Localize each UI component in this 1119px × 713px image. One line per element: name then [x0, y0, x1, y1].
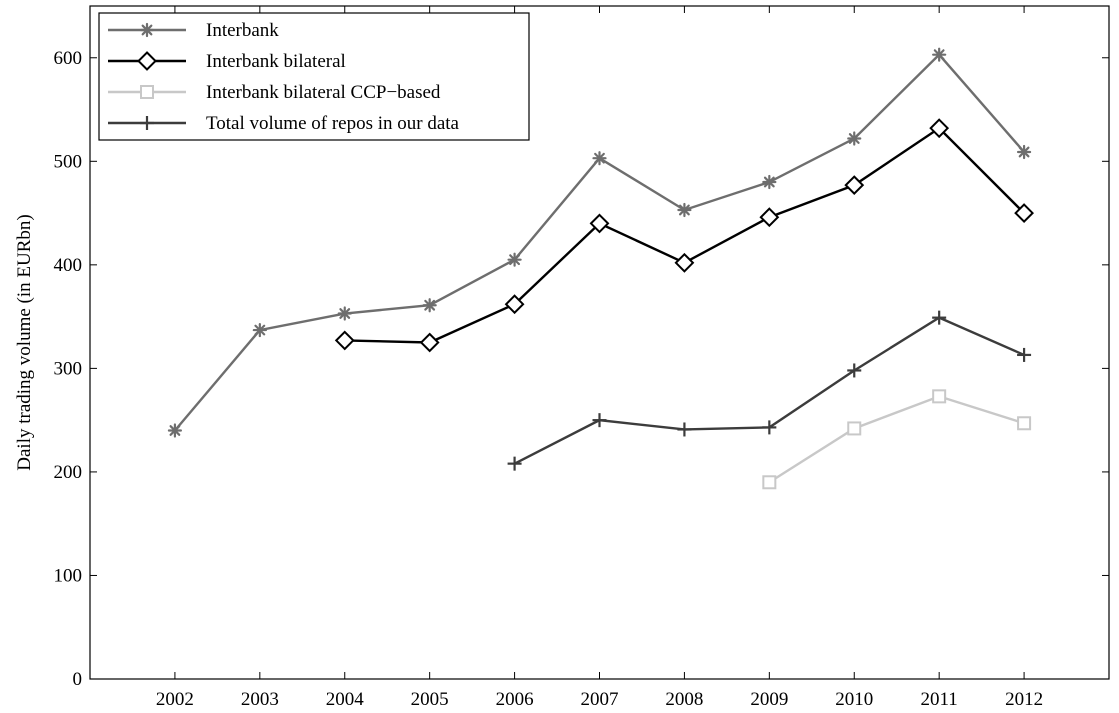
data-point [504, 294, 525, 315]
data-point [677, 422, 692, 437]
y-tick-label: 600 [54, 48, 83, 69]
x-tick-label: 2006 [496, 689, 534, 710]
y-axis: 0 100 200 300 400 500 600 [54, 48, 1109, 690]
data-point [592, 151, 607, 166]
legend: Interbank Interbank bilateral Interbank bi… [98, 12, 530, 141]
data-point [507, 252, 522, 267]
data-point [592, 413, 607, 428]
x-tick-label: 2004 [326, 689, 365, 710]
series-1 [334, 118, 1034, 353]
series-2 [762, 389, 1032, 490]
data-point [677, 202, 692, 218]
data-point [167, 423, 183, 438]
data-point [929, 118, 950, 139]
y-tick-label: 100 [54, 565, 83, 586]
data-point [762, 174, 777, 190]
data-point [1016, 144, 1032, 160]
x-tick-label: 2011 [921, 689, 958, 710]
legend-label: Interbank [206, 20, 279, 41]
data-point [1014, 203, 1034, 223]
data-point [847, 421, 862, 436]
x-tick-label: 2009 [750, 689, 788, 710]
legend-label: Interbank bilateral CCP−based [206, 82, 441, 103]
x-tick-label: 2012 [1005, 689, 1043, 710]
data-point [334, 330, 355, 351]
legend-marker [139, 22, 155, 38]
x-tick-label: 2003 [241, 689, 279, 710]
series-line [768, 395, 1025, 484]
data-point [847, 131, 862, 146]
y-axis-label: Daily trading volume (in EURbn) [14, 214, 35, 470]
y-tick-label: 0 [73, 669, 83, 690]
legend-label: Total volume of repos in our data [206, 113, 460, 134]
legend-item: Interbank bilateral [108, 51, 346, 72]
data-point [1017, 347, 1032, 362]
series-3 [507, 310, 1032, 471]
y-tick-label: 500 [54, 151, 83, 172]
data-point [507, 456, 522, 471]
data-point [419, 332, 440, 353]
x-tick-label: 2008 [665, 689, 703, 710]
legend-box [98, 12, 530, 141]
x-tick-label: 2002 [156, 689, 194, 710]
data-point [589, 213, 610, 234]
legend-item: Total volume of repos in our data [108, 113, 460, 134]
legend-label: Interbank bilateral [206, 51, 346, 72]
legend-item: Interbank bilateral CCP−based [108, 82, 441, 103]
legend-marker [140, 116, 154, 130]
series-0 [167, 47, 1032, 438]
data-point [847, 363, 862, 378]
data-point [337, 306, 352, 321]
data-point [844, 175, 865, 196]
legend-marker [137, 51, 157, 71]
data-point [674, 252, 695, 273]
legend-item: Interbank [108, 20, 279, 41]
legend-marker [140, 85, 154, 99]
series-layer [167, 47, 1034, 490]
data-point [422, 298, 437, 313]
y-tick-label: 400 [54, 255, 83, 276]
data-point [932, 389, 947, 404]
data-point [1017, 416, 1032, 431]
data-point [252, 322, 267, 338]
data-point [759, 207, 780, 228]
data-point [762, 420, 777, 435]
x-tick-label: 2010 [835, 689, 873, 710]
x-axis: 2002 2003 2004 2005 2006 2007 2008 2009 2010 2011… [156, 6, 1043, 710]
data-point [762, 475, 777, 490]
y-tick-label: 200 [54, 462, 83, 483]
data-point [932, 47, 947, 62]
x-tick-label: 2005 [411, 689, 449, 710]
y-tick-label: 300 [54, 358, 83, 379]
x-tick-label: 2007 [581, 689, 619, 710]
data-point [932, 310, 947, 325]
